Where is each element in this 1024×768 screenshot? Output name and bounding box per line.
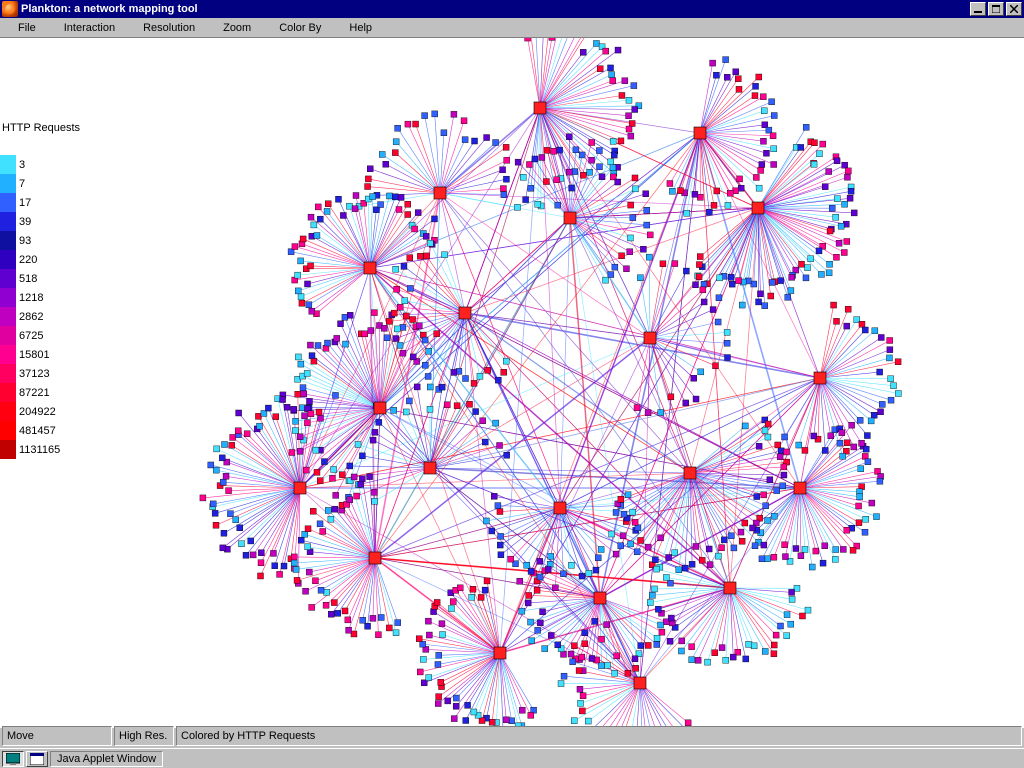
legend-swatch bbox=[0, 345, 16, 364]
minimize-button[interactable] bbox=[970, 2, 986, 16]
legend-row: 220 bbox=[0, 250, 72, 269]
legend-row: 518 bbox=[0, 269, 72, 288]
legend-swatch bbox=[0, 155, 16, 174]
legend-swatch bbox=[0, 307, 16, 326]
legend-value: 1131165 bbox=[16, 444, 60, 456]
app-icon bbox=[2, 1, 18, 17]
legend-value: 481457 bbox=[16, 425, 56, 437]
menu-file[interactable]: File bbox=[4, 20, 50, 36]
menubar: File Interaction Resolution Zoom Color B… bbox=[0, 18, 1024, 38]
menu-help[interactable]: Help bbox=[335, 20, 386, 36]
titlebar: Plankton: a network mapping tool bbox=[0, 0, 1024, 18]
menu-resolution[interactable]: Resolution bbox=[129, 20, 209, 36]
menu-interaction[interactable]: Interaction bbox=[50, 20, 129, 36]
legend-row: 7 bbox=[0, 174, 72, 193]
status-mode: Move bbox=[2, 726, 112, 746]
window-controls bbox=[968, 2, 1022, 16]
status-resolution: High Res. bbox=[114, 726, 174, 746]
legend-row: 2862 bbox=[0, 307, 72, 326]
legend-swatch bbox=[0, 174, 16, 193]
legend-value: 7 bbox=[16, 178, 25, 190]
legend-swatch bbox=[0, 421, 16, 440]
legend-swatch bbox=[0, 364, 16, 383]
legend-row: 1218 bbox=[0, 288, 72, 307]
legend-swatch bbox=[0, 231, 16, 250]
menu-zoom[interactable]: Zoom bbox=[209, 20, 265, 36]
network-canvas[interactable]: HTTP Requests 3 7 17 39 93 220 518 1218 2862 6725… bbox=[0, 38, 1024, 728]
legend-value: 3 bbox=[16, 159, 25, 171]
status-message: Colored by HTTP Requests bbox=[176, 726, 1022, 746]
legend-title: HTTP Requests bbox=[0, 122, 72, 134]
legend-row: 87221 bbox=[0, 383, 72, 402]
legend-value: 39 bbox=[16, 216, 31, 228]
legend-row: 3 bbox=[0, 155, 72, 174]
legend-value: 204922 bbox=[16, 406, 56, 418]
legend-swatch bbox=[0, 250, 16, 269]
legend-row: 204922 bbox=[0, 402, 72, 421]
legend-swatch bbox=[0, 136, 16, 155]
legend-row: 1131165 bbox=[0, 440, 72, 459]
legend-value: 87221 bbox=[16, 387, 50, 399]
close-button[interactable] bbox=[1006, 2, 1022, 16]
taskbar-button-desktop[interactable] bbox=[2, 751, 24, 767]
legend-row: 15801 bbox=[0, 345, 72, 364]
color-legend: HTTP Requests 3 7 17 39 93 220 518 1218 2862 6725… bbox=[0, 122, 72, 459]
window-icon bbox=[30, 753, 44, 765]
statusbar: Move High Res. Colored by HTTP Requests bbox=[2, 726, 1022, 746]
window-title: Plankton: a network mapping tool bbox=[21, 3, 968, 15]
legend-row: 93 bbox=[0, 231, 72, 250]
legend-value: 37123 bbox=[16, 368, 50, 380]
legend-row: 37123 bbox=[0, 364, 72, 383]
taskbar-button-app[interactable] bbox=[26, 751, 48, 767]
legend-row: 39 bbox=[0, 212, 72, 231]
legend-swatch bbox=[0, 402, 16, 421]
legend-value: 17 bbox=[16, 197, 31, 209]
taskbar: Java Applet Window bbox=[0, 748, 1024, 768]
legend-swatch bbox=[0, 326, 16, 345]
legend-swatch bbox=[0, 269, 16, 288]
legend-value: 15801 bbox=[16, 349, 50, 361]
legend-value: 2862 bbox=[16, 311, 43, 323]
taskbar-applet-label: Java Applet Window bbox=[50, 751, 163, 767]
legend-swatch bbox=[0, 288, 16, 307]
legend-row: 17 bbox=[0, 193, 72, 212]
legend-swatch bbox=[0, 212, 16, 231]
legend-row bbox=[0, 136, 72, 155]
legend-value: 93 bbox=[16, 235, 31, 247]
menu-color-by[interactable]: Color By bbox=[265, 20, 335, 36]
legend-value: 220 bbox=[16, 254, 37, 266]
desktop-icon bbox=[6, 753, 20, 765]
legend-row: 6725 bbox=[0, 326, 72, 345]
maximize-button[interactable] bbox=[988, 2, 1004, 16]
legend-value: 1218 bbox=[16, 292, 43, 304]
legend-swatch bbox=[0, 383, 16, 402]
legend-swatch bbox=[0, 193, 16, 212]
legend-row: 481457 bbox=[0, 421, 72, 440]
legend-swatch bbox=[0, 440, 16, 459]
legend-value: 518 bbox=[16, 273, 37, 285]
network-graph bbox=[0, 38, 1024, 728]
legend-value: 6725 bbox=[16, 330, 43, 342]
